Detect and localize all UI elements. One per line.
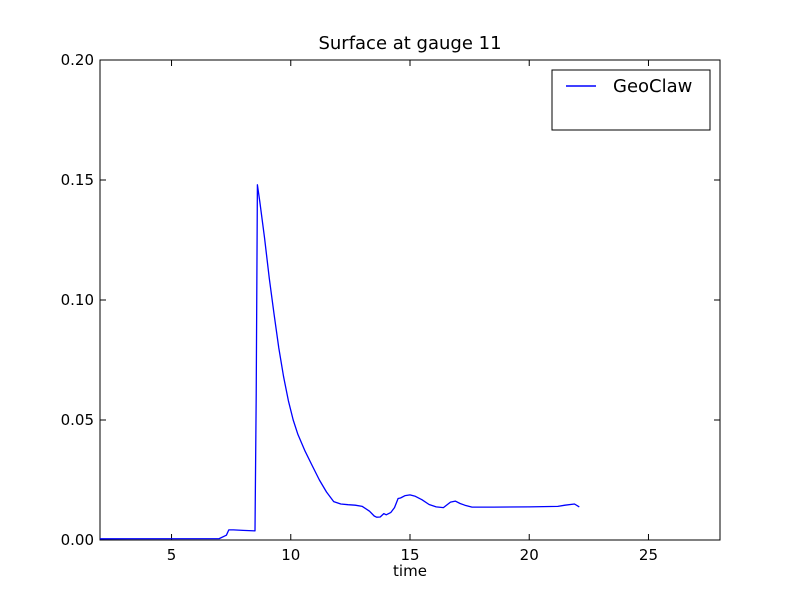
legend: GeoClaw	[551, 69, 711, 131]
y-tick-label: 0.00	[61, 531, 94, 549]
series-line-geoclaw	[99, 184, 580, 540]
chart-title: Surface at gauge 11	[318, 33, 501, 54]
y-tick-label: 0.15	[61, 171, 94, 189]
x-tick-label: 15	[400, 546, 419, 564]
x-axis-label: time	[393, 562, 427, 580]
x-tick-label: 10	[281, 546, 300, 564]
plot-area	[99, 59, 721, 541]
legend-label-geoclaw: GeoClaw	[613, 76, 692, 97]
y-tick-label: 0.20	[61, 51, 94, 69]
series-group	[99, 184, 580, 540]
y-tick-label: 0.05	[61, 411, 94, 429]
x-tick-label: 25	[639, 546, 658, 564]
ticks-group: 5 10 15 20 25 0.00 0.05 0.10 0.15 0.20	[61, 51, 720, 564]
x-tick-label: 20	[520, 546, 539, 564]
legend-box	[551, 69, 711, 131]
y-tick-label: 0.10	[61, 291, 94, 309]
x-tick-label: 5	[167, 546, 177, 564]
